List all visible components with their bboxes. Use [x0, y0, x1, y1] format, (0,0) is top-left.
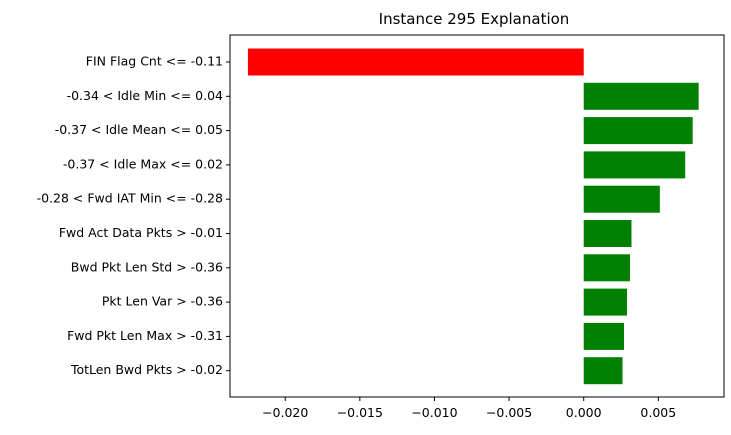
- x-tick-label: 0.005: [640, 405, 676, 420]
- bar: [583, 220, 632, 247]
- category-label: Fwd Act Data Pkts > -0.01: [59, 225, 223, 240]
- category-label: TotLen Bwd Pkts > -0.02: [70, 362, 223, 377]
- plot-frame: [229, 34, 725, 398]
- bar: [583, 288, 627, 316]
- category-label: Fwd Pkt Len Max > -0.31: [67, 328, 223, 343]
- category-labels: FIN Flag Cnt <= -0.11 -0.34 < Idle Min <=…: [37, 54, 230, 377]
- category-label: -0.34 < Idle Min <= 0.04: [67, 88, 223, 103]
- bar: [583, 322, 625, 350]
- category-label: -0.37 < Idle Mean <= 0.05: [55, 122, 223, 137]
- bar: [583, 117, 693, 145]
- chart-title: Instance 295 Explanation: [379, 10, 570, 28]
- x-tick-label: 0.000: [566, 405, 602, 420]
- bar: [583, 82, 699, 110]
- bar: [247, 48, 584, 76]
- x-axis-ticks: −0.020 −0.015 −0.010 −0.005 0.000 0.005: [262, 397, 676, 420]
- x-tick-label: −0.020: [262, 405, 308, 420]
- category-label: -0.37 < Idle Max <= 0.02: [63, 156, 223, 171]
- bar: [583, 357, 623, 385]
- bars-group: [247, 48, 699, 385]
- category-label: Bwd Pkt Len Std > -0.36: [71, 259, 223, 274]
- category-label: FIN Flag Cnt <= -0.11: [86, 54, 223, 69]
- x-tick-label: −0.010: [411, 405, 457, 420]
- x-tick-label: −0.015: [337, 405, 383, 420]
- x-tick-label: −0.005: [486, 405, 532, 420]
- bar: [583, 254, 630, 282]
- bar: [583, 185, 660, 213]
- category-label: Pkt Len Var > -0.36: [102, 294, 223, 309]
- bar: [583, 151, 686, 179]
- category-label: -0.28 < Fwd IAT Min <= -0.28: [37, 191, 223, 206]
